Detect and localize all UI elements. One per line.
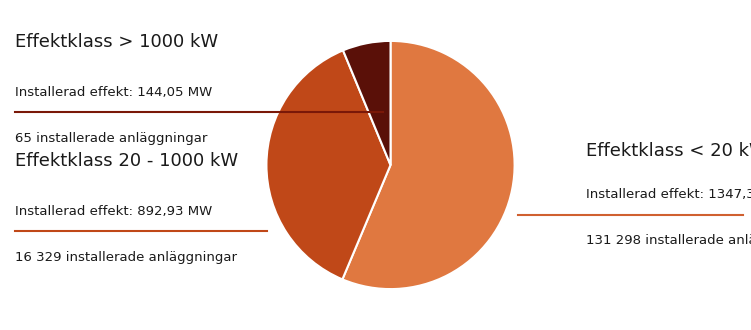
Text: Effektklass > 1000 kW: Effektklass > 1000 kW <box>15 33 218 51</box>
Text: 65 installerade anläggningar: 65 installerade anläggningar <box>15 132 207 145</box>
Text: 16 329 installerade anläggningar: 16 329 installerade anläggningar <box>15 251 237 264</box>
Wedge shape <box>343 41 391 165</box>
Text: Effektklass < 20 kW: Effektklass < 20 kW <box>586 142 751 160</box>
Text: Installerad effekt: 892,93 MW: Installerad effekt: 892,93 MW <box>15 205 213 217</box>
Text: Effektklass 20 - 1000 kW: Effektklass 20 - 1000 kW <box>15 152 238 170</box>
Text: 131 298 installerade anläggningar: 131 298 installerade anläggningar <box>586 234 751 247</box>
Wedge shape <box>342 41 514 289</box>
Wedge shape <box>267 50 391 280</box>
Text: Installerad effekt: 1347,35 MW: Installerad effekt: 1347,35 MW <box>586 188 751 201</box>
Text: Installerad effekt: 144,05 MW: Installerad effekt: 144,05 MW <box>15 86 213 99</box>
